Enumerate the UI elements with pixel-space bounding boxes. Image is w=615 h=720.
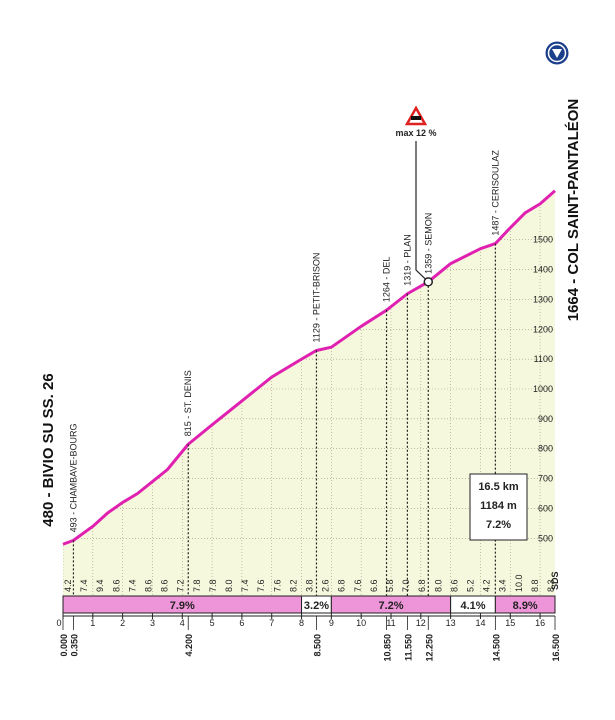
poi-label: 1487 - CERISOULAZ [490,150,500,236]
segment-label: 7.9% [170,600,195,612]
x-tick-label: 4 [180,618,185,628]
area-fill [63,190,555,598]
y-tick-label: 1300 [533,294,553,304]
x-tick-label: 3 [150,618,155,628]
grade-label: 8.0 [224,579,234,592]
finish-label: 1664 - COL SAINT-PANTALÉON [565,99,582,322]
summary-box [469,473,528,541]
grade-label: 8.2 [288,579,298,592]
poi-label: 1319 - PLAN [402,234,412,286]
grade-label: 6.6 [369,579,379,592]
grade-label: 10.0 [514,574,524,592]
x-tick-label: 14 [475,618,485,628]
start-label: 480 - BIVIO SU SS. 26 [40,373,57,526]
summary-text: 16.5 km [478,481,519,493]
y-tick-label: 500 [538,533,553,543]
grade-label: 8.6 [449,579,459,592]
y-tick-label: 1000 [533,384,553,394]
grade-segment [494,595,556,614]
x-tick-label: 11 [386,618,395,628]
profile-line [62,189,556,546]
x-tick-label: 9 [329,618,334,628]
y-tick-label: 700 [538,474,553,484]
y-tick-label: 1400 [533,265,553,275]
segment-label: 8.9% [513,600,538,612]
segment-label: 4.1% [460,600,485,612]
warning-line [415,141,429,283]
summary-text: 7.2% [486,519,511,531]
y-tick-label: 1100 [534,354,553,364]
grade-label: 7.4 [79,579,89,592]
grade-label: 6.8 [337,579,347,592]
km-mark-label: 10.850 [383,634,393,662]
grade-label: 4.2 [63,579,73,592]
x-tick-label: 12 [416,618,426,628]
y-tick-label: 800 [538,444,553,454]
grade-label: 7.8 [192,579,202,592]
x-tick-label: 8 [299,618,304,628]
grade-label: 6.8 [417,579,427,592]
grade-label: 5.8 [385,579,395,592]
poi-label: 1129 - PETIT-BRISON [311,253,321,343]
grade-label: 3.8 [305,579,315,592]
x-tick-label: 13 [446,618,456,628]
grade-label: 8.6 [144,579,154,592]
poi-label: 493 - CHAMBAVE-BOURG [68,424,78,533]
poi-label: 1359 - SEMON [423,213,433,274]
grade-label: 8.6 [111,579,121,592]
x-tick-label: 1 [90,618,95,628]
x-tick-label: 16 [535,618,545,628]
x-tick-label: 0 [56,618,61,628]
grade-label: 7.0 [401,579,411,592]
grade-label: 8.3 [546,579,556,592]
km-mark-label: 14.500 [491,634,501,662]
x-tick-label: 10 [356,618,366,628]
warning-label: max 12 % [395,128,436,138]
grade-label: 7.6 [353,579,363,592]
km-mark-label: 4.200 [184,634,194,657]
grade-label: 8.0 [433,579,443,592]
x-tick-label: 15 [505,618,515,628]
grade-label: 3.4 [498,579,508,592]
grade-label: 7.4 [240,579,250,592]
km-mark-label: 16.500 [551,634,561,662]
grade-label: 7.6 [256,579,266,592]
poi-label: 815 - ST. DENIS [183,370,193,436]
y-tick-label: 1200 [533,324,553,334]
logo: SDS [550,571,560,590]
km-mark-label: 8.500 [312,634,322,657]
grade-label: 2.6 [321,579,331,592]
grade-label: 7.6 [272,579,282,592]
grade-label: 7.8 [208,579,218,592]
km-mark-label: 12.250 [424,634,434,662]
summary-text: 1184 m [480,500,517,512]
segment-label: 3.2% [304,600,329,612]
warning-icon [404,105,428,126]
x-tick-label: 6 [239,618,244,628]
x-tick-label: 5 [210,618,215,628]
finish-icon [544,40,570,66]
x-tick-label: 7 [269,618,274,628]
x-tick-label: 2 [120,618,125,628]
y-tick-label: 1500 [533,235,553,245]
grade-label: 8.8 [530,579,540,592]
km-mark-label: 0.350 [69,634,79,657]
y-tick-label: 600 [538,503,553,513]
y-tick-label: 900 [538,414,553,424]
poi-marker [423,277,434,287]
segment-label: 7.2% [378,600,403,612]
grade-label: 9.4 [95,579,105,592]
km-mark-label: 11.550 [403,634,413,661]
grade-label: 7.2 [176,579,186,592]
km-mark-label: 0.000 [59,634,69,657]
grade-label: 7.4 [127,579,137,592]
grade-label: 5.2 [466,579,476,592]
grade-label: 4.2 [482,579,492,592]
grade-label: 8.6 [160,579,170,592]
poi-label: 1264 - DEL [382,257,392,303]
